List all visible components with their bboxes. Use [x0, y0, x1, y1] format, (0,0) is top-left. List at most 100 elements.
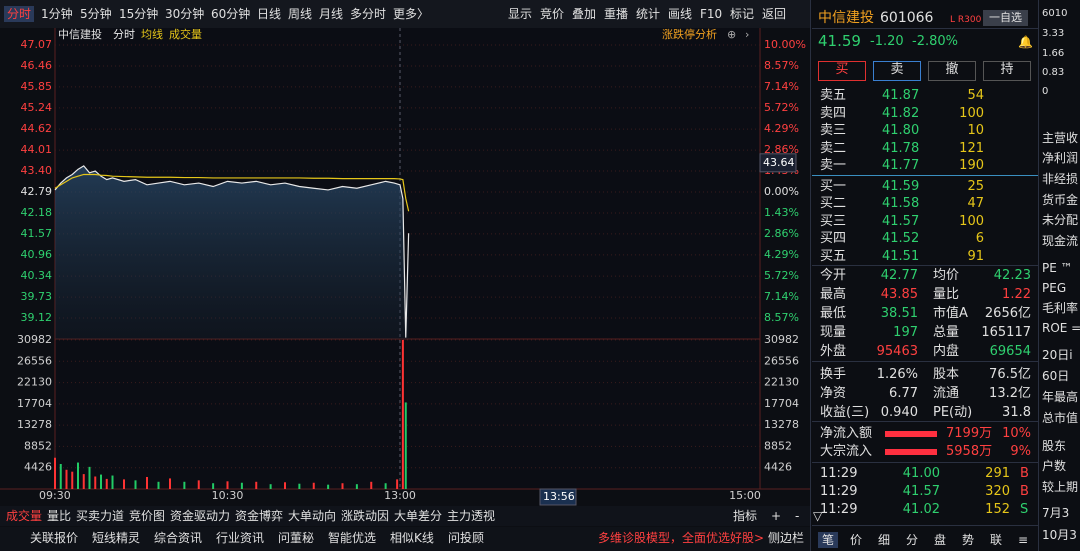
toolbar-tab[interactable]: 更多〉 — [393, 7, 430, 21]
stat-value: 76.5亿 — [989, 367, 1031, 382]
stat-value: 95463 — [876, 344, 918, 359]
side-info: 7月3 — [1042, 506, 1070, 520]
indicator-tool[interactable]: 指标 — [733, 509, 758, 523]
indicator-tab[interactable]: 量比 — [47, 509, 72, 523]
toolbar-button[interactable]: 显示 — [508, 7, 533, 21]
toolbar-tab[interactable]: 30分钟 — [165, 7, 205, 21]
toolbar-button[interactable]: 重播 — [604, 7, 629, 21]
order-volume: 47 — [967, 196, 984, 211]
separator — [812, 462, 1038, 463]
volume-tick-label: 13278 — [764, 418, 799, 431]
side-tab[interactable]: 价 — [850, 533, 863, 547]
volume-bar — [146, 476, 148, 489]
tick-time: 11:29 — [820, 502, 858, 517]
y-tick-label: 44.01 — [21, 143, 53, 156]
toolbar-tab[interactable]: 多分时 — [350, 7, 387, 21]
y-tick-label: 46.46 — [21, 59, 53, 72]
indicator-tab[interactable]: 主力透视 — [447, 509, 496, 523]
stat-value: 38.51 — [880, 306, 918, 321]
stat-label: 股本 — [933, 367, 960, 382]
chart: 47.07 46.46 45.85 45.24 44.62 44.01 43.40 42.79… — [0, 28, 810, 506]
link-tab[interactable]: 综合资讯 — [154, 531, 203, 545]
toolbar-button[interactable]: 叠加 — [572, 7, 597, 21]
volume-bar — [341, 483, 344, 489]
link-tab[interactable]: 短线精灵 — [92, 531, 141, 545]
toolbar-tab[interactable]: 60分钟 — [211, 7, 251, 21]
volume-bar — [384, 483, 387, 489]
indicator-tab[interactable]: 大单差分 — [394, 509, 443, 523]
toolbar-button[interactable]: F10 — [700, 7, 723, 21]
toolbar-tab[interactable]: 周线 — [288, 7, 313, 21]
indicator-tab[interactable]: 买卖力道 — [76, 509, 125, 523]
stat-label: 换手 — [820, 367, 847, 382]
link-tab[interactable]: 问投顾 — [448, 531, 485, 545]
indicator-tab[interactable]: 资金驱动力 — [170, 509, 231, 523]
link-tab[interactable]: 智能优选 — [328, 531, 377, 545]
indicator-tab[interactable]: 涨跌动因 — [341, 509, 390, 523]
volume-bar — [401, 340, 404, 489]
side-tab[interactable]: ≡ — [1018, 533, 1029, 547]
trade-button[interactable]: 持 — [983, 61, 1031, 81]
price-line — [54, 165, 410, 338]
volume-bar — [327, 484, 330, 489]
link-tab[interactable]: 相似K线 — [390, 531, 434, 545]
price-change: -1.20 — [870, 34, 904, 49]
divider — [810, 0, 811, 551]
toolbar-tab[interactable]: 月线 — [319, 7, 344, 21]
indicator-tool[interactable]: - — [795, 509, 800, 523]
toolbar-tab[interactable]: 15分钟 — [119, 7, 159, 21]
toolbar-tab[interactable]: 分时 — [4, 6, 35, 22]
toolbar-button[interactable]: 竞价 — [540, 7, 565, 21]
toolbar-tab[interactable]: 5分钟 — [80, 7, 112, 21]
stat-label: 量比 — [933, 287, 960, 302]
volume-bar — [65, 469, 68, 489]
trade-button[interactable]: 卖 — [873, 61, 921, 81]
indicator-tab[interactable]: 资金博弈 — [235, 509, 284, 523]
sidebar-button[interactable]: 侧边栏 — [768, 531, 805, 545]
y2-tick-label: 1.43% — [764, 206, 799, 219]
side-tab[interactable]: 细 — [878, 533, 891, 547]
toolbar-button[interactable]: 标记 — [730, 7, 755, 21]
indicator-tab[interactable]: 成交量 — [6, 509, 43, 523]
tick-price: 41.02 — [902, 502, 940, 517]
trade-button[interactable]: 买 — [818, 61, 866, 81]
toolbar-tab[interactable]: 1分钟 — [41, 7, 73, 21]
volume-bar — [77, 462, 79, 489]
volume-bar — [134, 480, 137, 489]
indicator-tab[interactable]: 竞价图 — [129, 509, 166, 523]
link-tab[interactable]: 行业资讯 — [216, 531, 265, 545]
y2-tick-label: 4.29% — [764, 248, 799, 261]
volume-bar — [226, 481, 229, 489]
indicator-tab[interactable]: 大单动向 — [288, 509, 337, 523]
toolbar-button[interactable]: 返回 — [762, 7, 787, 21]
x-tick-label: 13:00 — [384, 489, 416, 502]
side-tab[interactable]: 笔 — [818, 532, 839, 548]
toolbar-button[interactable]: 统计 — [636, 7, 661, 21]
side-tab[interactable]: 势 — [962, 533, 975, 547]
side-tab[interactable]: 联 — [990, 533, 1003, 547]
stat-value: 1.22 — [1002, 287, 1031, 302]
x-tick-label: 09:30 — [39, 489, 71, 502]
side-tab[interactable]: 分 — [906, 533, 919, 547]
flow-value: 7199万 — [946, 426, 993, 441]
order-volume: 121 — [959, 140, 984, 156]
link-tab[interactable]: 关联报价 — [30, 531, 79, 545]
stat-label: 现量 — [820, 325, 847, 340]
link-tab[interactable]: 问董秘 — [278, 531, 315, 545]
watch-button[interactable]: 一自选 — [983, 10, 1028, 26]
trade-button[interactable]: 撤 — [928, 61, 976, 81]
indicator-tool[interactable]: + — [771, 509, 782, 523]
legend-entry: 均线 — [141, 28, 163, 41]
side-tab[interactable]: 盘 — [934, 533, 947, 547]
side-info: PE ™ — [1042, 261, 1073, 275]
toolbar-tab[interactable]: 日线 — [257, 7, 282, 21]
order-level: 卖三 — [820, 123, 847, 138]
stat-label: 收益(三) — [820, 405, 870, 420]
order-level: 买三 — [820, 213, 847, 229]
side-info: 0 — [1042, 86, 1049, 97]
promo-link[interactable]: 多维诊股模型，全面优选好股> — [598, 531, 765, 545]
volume-tick-label: 26556 — [764, 354, 799, 367]
toolbar-button[interactable]: 画线 — [668, 7, 693, 21]
indicator-tool[interactable]: ▽ — [813, 509, 823, 523]
stat-label: 最低 — [820, 306, 847, 321]
